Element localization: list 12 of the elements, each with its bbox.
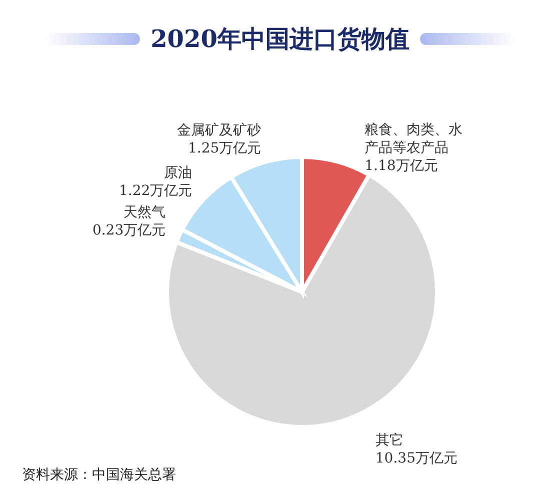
slice-label: 其它 — [375, 432, 404, 449]
data-label: 10.35万亿元 — [375, 450, 458, 467]
data-label: 1.22万亿元 — [119, 182, 192, 199]
data-label: 1.25万亿元 — [188, 140, 262, 157]
data-label: 1.18万亿元 — [364, 158, 438, 174]
slice-label: 天然气 — [124, 204, 166, 221]
slice-label: 粮食、肉类、水产品等农产品 — [364, 122, 463, 156]
chart-title: 2020年中国进口货物值 — [150, 24, 410, 53]
data-label: 0.23万亿元 — [92, 222, 166, 239]
slice-label: 原油 — [164, 164, 192, 181]
slice-label: 金属矿及矿砂 — [177, 122, 262, 139]
text: 资料来源：中国海关总署 — [22, 466, 176, 484]
